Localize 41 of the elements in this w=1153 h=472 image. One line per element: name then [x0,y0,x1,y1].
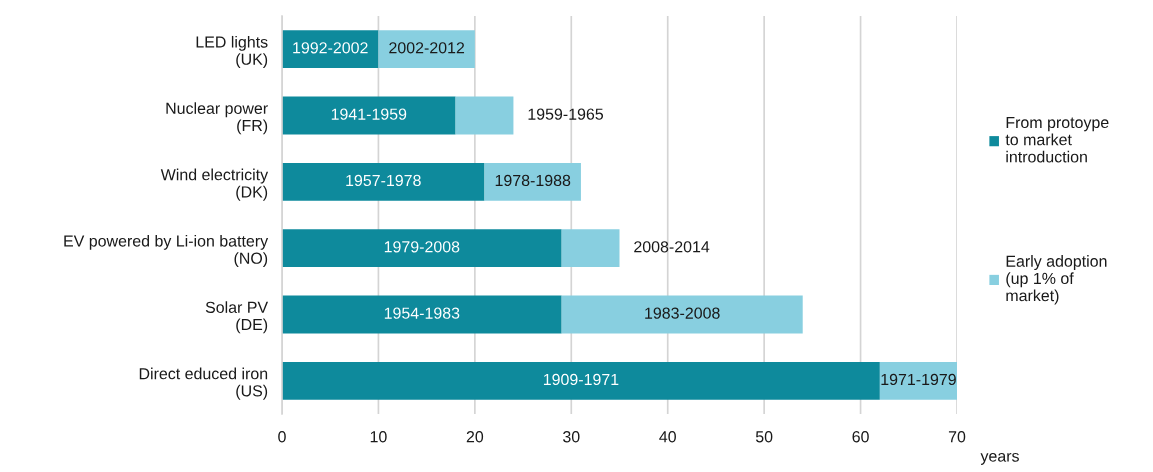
data-label: 1983-2008 [645,307,720,319]
data-label: 1971-1979 [881,373,956,386]
y-tick-label: Direct educed iron (US) [139,367,268,400]
legend-label: From protoype to market introduction [1005,116,1109,163]
x-tick-label: 60 [852,431,869,443]
bar [282,295,562,334]
bar [282,30,379,69]
data-label: 1957-1978 [346,174,421,187]
data-label: 1979-2008 [384,241,460,253]
bar [879,361,957,400]
y-tick-label: LED lights (UK) [196,35,268,69]
bar [378,30,475,69]
bar [282,162,485,201]
data-label: 2002-2012 [389,42,465,54]
data-label: 1909-1971 [543,373,619,386]
data-label: 1978-1988 [495,174,571,187]
bar [282,96,456,135]
legend-label: Early adoption (up 1% of market) [1006,255,1107,305]
x-tick-label: 30 [563,431,580,443]
data-label: 1992-2002 [293,42,368,54]
bar [561,295,803,334]
bar [561,229,620,268]
x-axis-title: years [980,452,1019,465]
y-tick-label: EV powered by Li-ion battery (NO) [64,234,269,268]
y-tick-label: Solar PV (DE) [205,301,269,334]
x-tick-label: 0 [278,431,286,443]
x-tick-label: 70 [948,431,966,443]
x-tick-label: 50 [755,431,773,443]
x-tick-label: 10 [370,431,387,443]
x-tick-label: 40 [659,431,676,443]
data-label: 1941-1959 [331,108,407,120]
y-tick-label: Wind electricity (DK) [160,168,269,201]
bar [484,162,581,201]
bar [282,361,880,400]
bar [455,96,514,135]
x-tick-label: 20 [466,431,484,443]
data-label: 2008-2014 [634,241,710,253]
bar [282,229,562,268]
data-label: 1954-1983 [384,307,460,319]
y-tick-label: Nuclear power (FR) [166,102,268,135]
data-label: 1959-1965 [528,108,604,120]
